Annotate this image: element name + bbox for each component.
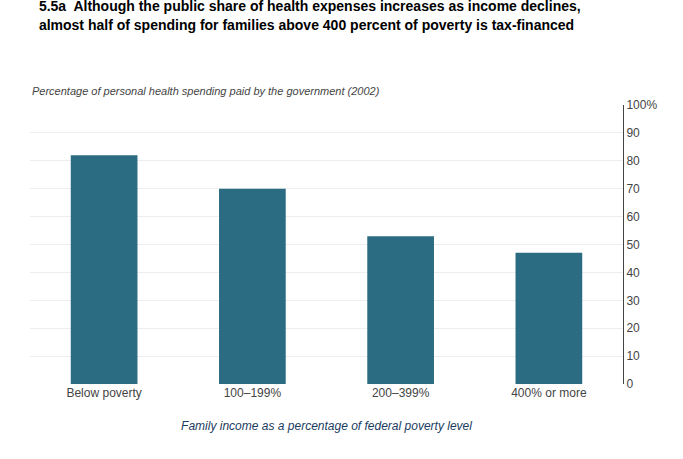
svg-text:50: 50 xyxy=(626,238,640,252)
svg-text:100–199%: 100–199% xyxy=(224,386,282,400)
svg-text:Below poverty: Below poverty xyxy=(66,386,141,400)
svg-text:10: 10 xyxy=(626,349,640,363)
svg-text:400% or more: 400% or more xyxy=(511,386,587,400)
svg-text:30: 30 xyxy=(626,294,640,308)
svg-text:80: 80 xyxy=(626,154,640,168)
svg-text:Percentage of personal health: Percentage of personal health spending p… xyxy=(32,85,380,97)
svg-text:70: 70 xyxy=(626,182,640,196)
svg-text:0: 0 xyxy=(626,377,633,391)
svg-text:100%: 100% xyxy=(626,98,657,112)
svg-text:60: 60 xyxy=(626,210,640,224)
svg-text:Family income as a percentage: Family income as a percentage of federal… xyxy=(181,419,472,433)
svg-text:40: 40 xyxy=(626,266,640,280)
svg-text:200–399%: 200–399% xyxy=(372,386,430,400)
svg-text:5.5a Although the public shar: 5.5a Although the public share of health… xyxy=(39,0,581,33)
svg-text:20: 20 xyxy=(626,321,640,335)
svg-text:90: 90 xyxy=(626,126,640,140)
